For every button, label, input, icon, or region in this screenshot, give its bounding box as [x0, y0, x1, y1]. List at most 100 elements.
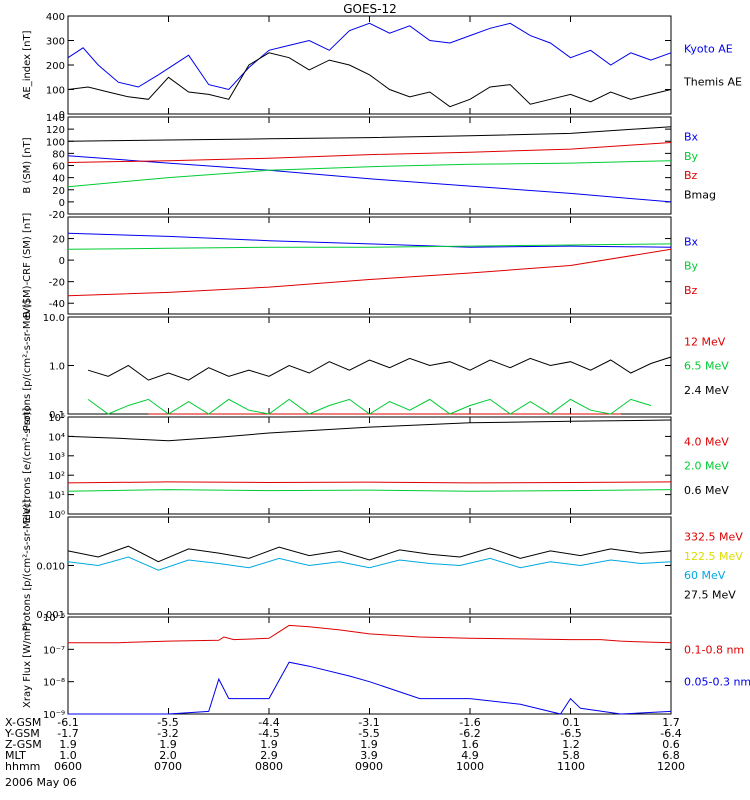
y-tick-label: 10⁻⁹ — [43, 710, 65, 721]
y-tick-label: 200 — [46, 61, 65, 72]
legend-label: 2.4 MeV — [684, 384, 729, 397]
axis-row-label: Z-GSM — [5, 738, 42, 751]
series-line-2-0-mev — [67, 489, 672, 492]
y-tick-label: -20 — [49, 278, 65, 289]
axis-row-value: 1.9 — [159, 738, 177, 751]
legend-label: 27.5 MeV — [684, 589, 736, 602]
y-axis-label: B (SM)-CRF (SM) [nT] — [22, 213, 33, 319]
axis-row-value: 1.9 — [59, 738, 77, 751]
panel-frame — [67, 216, 672, 315]
series-line-by — [67, 160, 672, 188]
y-tick-label: 10³ — [48, 452, 65, 463]
panel-frame — [67, 616, 672, 715]
y-axis-label: Xray Flux [W/m²] — [22, 623, 33, 708]
y-tick-label: 60 — [52, 162, 65, 173]
panel-7: 10⁻⁹ 10⁻⁸ 10⁻⁷ 10⁻⁶ Xray Flux [W/m²] 0.1-0.8 … — [22, 613, 750, 721]
series-line-0-1-0-8-nm — [68, 624, 672, 644]
series-line-0-05-0-3-nm — [68, 661, 672, 715]
axis-row-value: -4.5 — [258, 727, 279, 740]
series-line-bx — [67, 155, 672, 203]
axis-row-value: 0600 — [54, 760, 82, 773]
axis-row-value: 0800 — [255, 760, 283, 773]
y-tick-label: 10⁻⁷ — [43, 645, 65, 656]
axis-row-value: 0.6 — [662, 738, 680, 751]
axis-row-value: -5.5 — [157, 716, 178, 729]
y-tick-label: 120 — [46, 125, 65, 136]
panel-frame — [67, 15, 672, 115]
y-tick-label: 10.0 — [43, 313, 65, 324]
legend-label: 4.0 MeV — [684, 435, 729, 448]
axis-row-value: -5.5 — [358, 727, 379, 740]
x-axis-ephemeris: X-GSM -6.1 -5.5 -4.4 -3.1 -1.6 0.1 1.7 Y-GSM -1.7… — [4, 716, 685, 773]
y-tick-label: 100 — [46, 86, 65, 97]
panel-5: 10⁰ 10¹ 10² 10³ 10⁴ 10⁵ Electrons [e/(cm²-s-sr… — [22, 408, 729, 524]
legend-label: 0.05-0.3 nm — [684, 676, 750, 689]
y-tick-label: 0.1 — [49, 410, 65, 421]
axis-row-value: 0900 — [355, 760, 383, 773]
axis-row-label: X-GSM — [5, 716, 41, 729]
legend-label: By — [684, 150, 699, 163]
legend-label: Bz — [684, 169, 698, 182]
y-tick-label: 40 — [52, 174, 65, 185]
series-line-bz — [67, 142, 672, 163]
series-line-4-0-mev — [67, 481, 672, 484]
y-tick-label: 0 — [59, 198, 65, 209]
legend-label: 2.0 MeV — [684, 460, 729, 473]
legend-label: Bx — [684, 235, 699, 248]
panel-1: 0 100 200 300 400 AE_index [nT] Kyoto AE Themis… — [22, 12, 742, 121]
legend-label: Bz — [684, 284, 698, 297]
axis-row-value: -4.4 — [258, 716, 279, 729]
axis-row-value: -6.5 — [560, 727, 581, 740]
series-line-themis-ae — [67, 52, 672, 108]
legend-label: By — [684, 260, 699, 273]
panel-4: 0.1 1.0 10.0 Protons [p/(cm²-s-sr-MeV)] 12 M… — [22, 300, 729, 432]
series-line-bx — [67, 232, 672, 248]
y-tick-label: -40 — [49, 299, 65, 310]
axis-row-value: -6.4 — [660, 727, 681, 740]
axis-row-value: -3.1 — [358, 716, 379, 729]
series-line-0-6-mev — [67, 419, 672, 442]
axis-row-value: 1.9 — [360, 738, 378, 751]
axis-row-value: 2.9 — [260, 749, 278, 762]
axis-row-value: 6.8 — [662, 749, 680, 762]
y-tick-label: 100 — [46, 137, 65, 148]
axis-row-value: 5.8 — [562, 749, 580, 762]
series-line-kyoto-ae — [67, 22, 672, 91]
axis-row-value: 1.7 — [662, 716, 680, 729]
series-line-6-5-mev — [87, 398, 652, 415]
panel-3: -40 -20 0 20 B (SM)-CRF (SM) [nT] Bx By Bz — [22, 213, 699, 319]
panel-frame — [67, 116, 672, 215]
legend-label: Bmag — [684, 189, 716, 202]
axis-row-value: 1100 — [557, 760, 585, 773]
y-tick-label: 80 — [52, 149, 65, 160]
date-label: 2006 May 06 — [5, 776, 77, 789]
legend-label: Themis AE — [683, 75, 742, 88]
axis-row-value: 0.1 — [562, 716, 580, 729]
y-tick-label: 20 — [52, 186, 65, 197]
chart-title: GOES-12 — [343, 2, 397, 16]
y-tick-label: 10¹ — [48, 491, 65, 502]
axis-row-value: 1.0 — [59, 749, 77, 762]
series-line-bz — [67, 248, 672, 297]
axis-row-value: 2.0 — [159, 749, 177, 762]
axis-row-value: 1000 — [456, 760, 484, 773]
series-line-27-5-mev — [67, 545, 672, 563]
y-tick-label: 10⁵ — [48, 413, 65, 424]
y-tick-label: 0.001 — [36, 610, 65, 621]
axis-row-value: 4.9 — [461, 749, 479, 762]
y-tick-label: 0.010 — [36, 562, 65, 573]
y-tick-label: 140 — [46, 113, 65, 124]
axis-row-value: 0700 — [154, 760, 182, 773]
axis-row-value: 1.2 — [562, 738, 580, 751]
axis-row-value: -1.6 — [459, 716, 480, 729]
legend-label: 12 MeV — [684, 335, 726, 348]
legend-label: 0.6 MeV — [684, 484, 729, 497]
panel-frame — [67, 416, 672, 515]
y-tick-label: 10² — [48, 471, 65, 482]
y-tick-label: 300 — [46, 37, 65, 48]
legend-label: 0.1-0.8 nm — [684, 643, 744, 656]
series-line-bmag — [67, 126, 672, 142]
